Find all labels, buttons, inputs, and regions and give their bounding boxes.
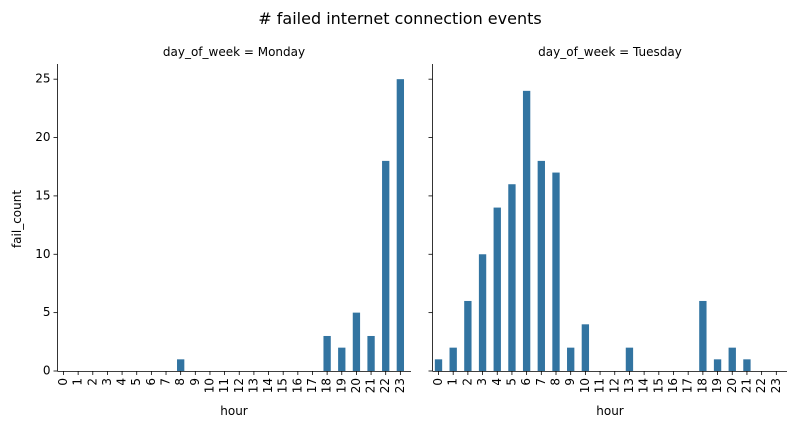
y-tick-label: 15	[35, 188, 50, 202]
x-tick-label: 5	[129, 378, 143, 386]
x-tick-label: 19	[334, 378, 348, 393]
x-tick-label: 9	[563, 378, 577, 386]
x-tick-label: 23	[769, 378, 783, 393]
x-tick-label: 4	[115, 378, 129, 386]
bar-monday-hour-23	[396, 79, 405, 372]
x-tick-label: 6	[519, 378, 533, 386]
panel-title-monday: day_of_week = Monday	[163, 45, 305, 59]
bar-tuesday-hour-10	[581, 324, 590, 371]
x-tick-label: 18	[695, 378, 709, 393]
y-tick-label: 10	[35, 247, 50, 261]
bar-monday-hour-8	[177, 359, 185, 371]
x-tick-label: 8	[173, 378, 187, 386]
bar-tuesday-hour-1	[449, 347, 457, 371]
x-tick-label: 7	[534, 378, 548, 386]
x-tick-label: 20	[349, 378, 363, 393]
x-axis-label-tuesday: hour	[596, 404, 624, 418]
bar-tuesday-hour-8	[552, 172, 560, 371]
x-tick-label: 19	[710, 378, 724, 393]
x-tick-label: 16	[290, 378, 304, 393]
x-tick-label: 11	[217, 378, 231, 393]
y-tick-label: 20	[35, 130, 50, 144]
bar-monday-hour-21	[367, 335, 375, 371]
x-tick-label: 1	[446, 378, 460, 386]
x-tick-label: 14	[261, 378, 275, 393]
x-tick-label: 4	[490, 378, 504, 386]
bar-tuesday-hour-0	[434, 359, 443, 371]
bar-tuesday-hour-6	[522, 90, 531, 371]
x-tick-label: 13	[622, 378, 636, 393]
x-tick-label: 12	[232, 378, 246, 393]
x-tick-label: 17	[681, 378, 695, 393]
bar-tuesday-hour-9	[567, 347, 575, 371]
x-tick-label: 12	[607, 378, 621, 393]
bars-tuesday	[434, 90, 751, 371]
x-tick-label: 15	[276, 378, 290, 393]
bar-tuesday-hour-3	[478, 254, 487, 371]
bar-tuesday-hour-5	[508, 184, 516, 371]
x-tick-label: 6	[144, 378, 158, 386]
x-tick-label: 14	[637, 378, 651, 393]
x-tick-label: 20	[725, 378, 739, 393]
bar-tuesday-hour-2	[464, 300, 472, 371]
y-ticks-tuesday	[428, 78, 433, 372]
y-tick-label: 25	[35, 72, 50, 86]
x-tick-label: 0	[431, 378, 445, 386]
x-tick-label: 23	[393, 378, 407, 393]
x-tick-label: 18	[320, 378, 334, 393]
x-tick-label: 21	[364, 378, 378, 393]
y-tick-label: 5	[43, 305, 51, 319]
x-tick-label: 22	[378, 378, 392, 393]
panel-tuesday: day_of_week = Tuesday 0 1 2 3 4 5 6 7 8 9 10 11 12 13…	[428, 45, 787, 418]
bar-monday-hour-19	[338, 347, 346, 371]
x-tick-label: 1	[71, 378, 85, 386]
y-axis-label: fail_count	[10, 190, 24, 248]
y-ticks-monday: 0 5 10 15 20 25	[35, 72, 58, 378]
x-tick-label: 17	[305, 378, 319, 393]
x-tick-label: 2	[460, 378, 474, 386]
bar-tuesday-hour-13	[625, 347, 634, 371]
bar-tuesday-hour-18	[699, 300, 707, 371]
x-ticks-monday: 0 1 2 3 4 5 6 7 8 9 10 11 12 13 14 15 16 17 18 19 20 21 22 23	[56, 371, 407, 393]
x-tick-label: 9	[188, 378, 202, 386]
x-tick-label: 13	[246, 378, 260, 393]
x-tick-label: 11	[593, 378, 607, 393]
x-tick-label: 5	[504, 378, 518, 386]
bar-monday-hour-18	[323, 335, 331, 371]
x-tick-label: 8	[549, 378, 563, 386]
bar-monday-hour-22	[382, 160, 390, 371]
bar-tuesday-hour-20	[728, 347, 736, 371]
x-tick-label: 10	[578, 378, 592, 393]
bar-tuesday-hour-19	[713, 359, 722, 371]
panel-monday: day_of_week = Monday 0 1 2 3 4 5 6 7 8 9 10 11 12 13 1…	[35, 45, 411, 418]
chart-suptitle: # failed internet connection events	[258, 9, 541, 28]
x-ticks-tuesday: 0 1 2 3 4 5 6 7 8 9 10 11 12 13 14 15 16 17 18 19 20 21 22 23	[431, 371, 783, 393]
x-tick-label: 3	[475, 378, 489, 386]
x-tick-label: 15	[651, 378, 665, 393]
x-tick-label: 10	[202, 378, 216, 393]
panel-title-tuesday: day_of_week = Tuesday	[538, 45, 682, 59]
x-tick-label: 2	[85, 378, 99, 386]
y-tick-label: 0	[43, 364, 51, 378]
x-tick-label: 16	[666, 378, 680, 393]
x-tick-label: 22	[754, 378, 768, 393]
x-tick-label: 0	[56, 378, 70, 386]
bar-tuesday-hour-7	[537, 160, 545, 371]
x-tick-label: 7	[159, 378, 173, 386]
bar-tuesday-hour-21	[743, 359, 751, 371]
x-axis-label-monday: hour	[220, 404, 248, 418]
bars-monday	[177, 79, 405, 372]
bar-monday-hour-20	[352, 312, 361, 371]
x-tick-label: 21	[739, 378, 753, 393]
bar-tuesday-hour-4	[493, 207, 501, 371]
x-tick-label: 3	[100, 378, 114, 386]
